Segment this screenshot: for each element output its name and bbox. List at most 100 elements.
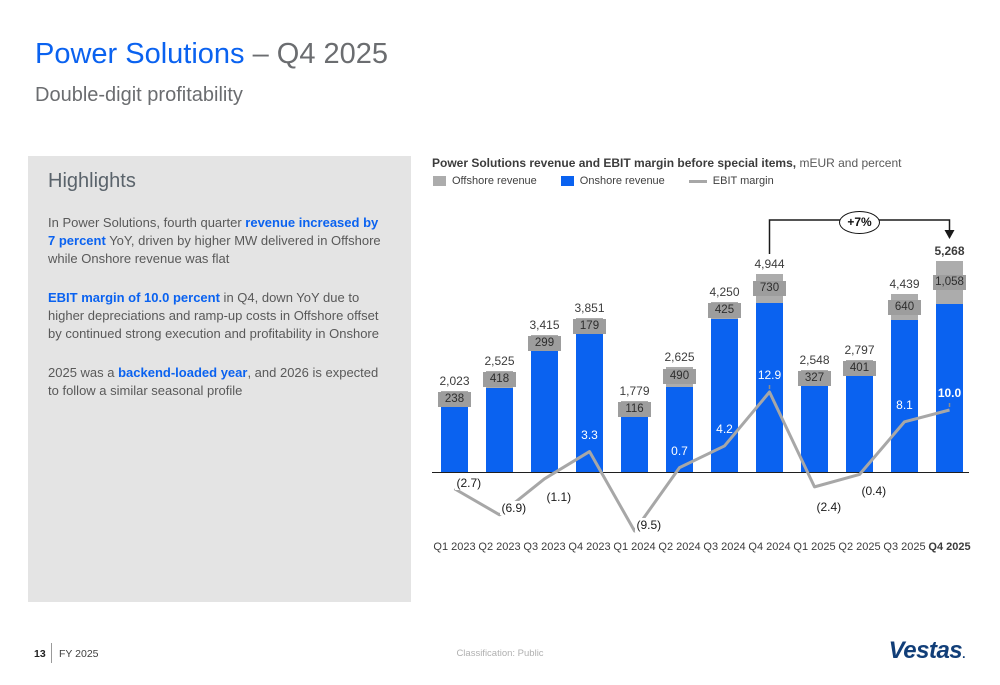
highlight-emphasis: revenue increased by 7 percent [48,215,379,248]
bar-total-label: 4,250 [709,285,740,299]
bar-total-label: 2,548 [799,353,830,368]
highlight-text: In Power Solutions, fourth quarter [48,215,246,230]
vestas-logo: Vestas. [888,637,966,665]
chart-title: Power Solutions revenue and EBIT margin … [432,156,977,170]
bar-total-label: 1,779 [619,383,650,398]
chart-title-bold: Power Solutions revenue and EBIT margin … [432,156,797,170]
chart-legend: Offshore revenue Onshore revenue EBIT marg… [433,175,790,187]
bar-segment-onshore [846,376,873,472]
bar-offshore-label: 1,058 [933,274,966,290]
ebit-margin-label: 4.2 [716,421,733,436]
bar-segment-onshore [891,320,918,472]
bar-total-label: 3,851 [574,300,605,315]
bar-total-label: 2,625 [664,350,695,364]
classification-label: Classification: Public [456,648,544,659]
bar-offshore-label: 179 [573,318,606,334]
legend-item-ebit-margin: EBIT margin [688,175,774,187]
page-title: Power Solutions – Q4 2025 [35,38,388,71]
page-title-primary: Power Solutions [35,38,245,70]
x-axis-label: Q4 2025 [928,541,971,553]
bar-total-label: 4,439 [889,277,920,292]
highlight-text: in Q4, down YoY due to higher depreciati… [48,289,379,341]
x-axis-label: Q4 2024 [748,541,791,553]
highlight-text: , and 2026 is expected to follow a simil… [48,364,379,398]
bar-total-label: 5,268 [934,244,965,259]
footer-label: FY 2025 [59,648,99,660]
bar-segment-onshore [936,303,963,472]
bar-offshore-label: 401 [843,361,876,377]
highlight-emphasis: EBIT margin of 10.0 percent [48,289,220,305]
legend-swatch-icon [560,176,574,186]
x-axis-label: Q2 2025 [838,541,881,553]
footer-divider [51,643,52,663]
highlights-paragraph-3: 2025 was a backend-loaded year, and 2026… [48,364,385,400]
x-axis-label: Q3 2025 [883,541,926,553]
highlights-heading: Highlights [48,170,136,192]
bar-offshore-label: 425 [708,303,741,318]
bar-offshore-label: 116 [618,401,651,417]
bar-total-label: 3,415 [529,318,560,333]
chart-panel: Power Solutions revenue and EBIT margin … [432,156,977,602]
ebit-margin-negative-value: (2.4) [814,499,844,514]
ebit-margin-label: 8.1 [896,397,913,412]
ebit-margin-line [453,390,950,533]
x-axis-label: Q1 2025 [793,541,836,553]
ebit-margin-negative-value: (9.5) [634,517,664,532]
highlights-panel: Highlights In Power Solutions, fourth qu… [28,156,411,602]
highlights-paragraph-1: In Power Solutions, fourth quarter reven… [48,214,385,268]
legend-label: EBIT margin [712,175,774,187]
highlights-paragraph-2: EBIT margin of 10.0 percent in Q4, down … [48,289,385,343]
growth-annotation-bubble: +7% [839,211,880,234]
x-axis-label: Q2 2023 [478,541,521,553]
bar-offshore-label: 730 [753,281,786,297]
ebit-margin-negative-value: (2.7) [454,475,484,490]
bar-offshore-label: 490 [663,369,696,385]
highlight-text: YoY, driven by higher MW delivered in Of… [48,232,381,266]
bar-offshore-label: 299 [528,336,561,352]
bar-total-label: 2,023 [439,374,470,389]
bar-segment-onshore [531,347,558,472]
legend-swatch-icon [688,179,707,183]
bar-segment-onshore [666,386,693,472]
highlights-body: In Power Solutions, fourth quarter reven… [28,214,411,400]
bar-offshore-label: 327 [798,371,831,387]
bar-total-label: 2,797 [844,343,875,358]
x-axis-label: Q4 2023 [568,541,611,553]
bar-segment-onshore [441,400,468,472]
ebit-margin-label: 10.0 [937,386,962,400]
vestas-logo-text: Vestas [888,637,963,664]
chart-plot: +7% 2,023 238 Q1 2023 2,525 418 Q2 2023 3,415 2… [432,200,972,558]
legend-label: Offshore revenue [452,175,537,187]
x-axis-line [432,472,969,473]
bar-total-label: 2,525 [484,354,515,368]
ebit-margin-label: 12.9 [757,368,782,383]
bar-segment-onshore [801,383,828,472]
legend-item-onshore-revenue: Onshore revenue [560,175,665,187]
bar-segment-onshore [486,387,513,472]
bar-segment-onshore [576,325,603,472]
x-axis-label: Q3 2023 [523,541,566,553]
ebit-margin-label: 0.7 [671,443,688,458]
bar-offshore-label: 238 [438,392,471,408]
x-axis-label: Q1 2023 [433,541,476,553]
vestas-logo-mark: . [962,647,965,661]
legend-swatch-icon [433,176,446,186]
legend-label: Onshore revenue [579,175,665,187]
x-axis-label: Q3 2024 [703,541,746,553]
bar-offshore-label: 418 [483,372,516,387]
highlight-emphasis: backend-loaded year [118,364,248,380]
chart-title-unit: mEUR and percent [796,156,902,170]
x-axis-label: Q1 2024 [613,541,656,553]
growth-arrowhead-icon [944,230,955,239]
x-axis-label: Q2 2024 [658,541,701,553]
ebit-margin-label: 3.3 [581,427,598,442]
page-subtitle: Double-digit profitability [35,84,243,106]
ebit-margin-negative-value: (1.1) [544,489,574,504]
ebit-margin-negative-value: (0.4) [859,484,889,499]
page-title-secondary: – Q4 2025 [244,38,389,70]
ebit-margin-negative-value: (6.9) [499,500,529,515]
page-number: 13 [34,648,46,660]
bar-total-label: 4,944 [754,257,785,272]
bar-offshore-label: 640 [888,299,921,315]
